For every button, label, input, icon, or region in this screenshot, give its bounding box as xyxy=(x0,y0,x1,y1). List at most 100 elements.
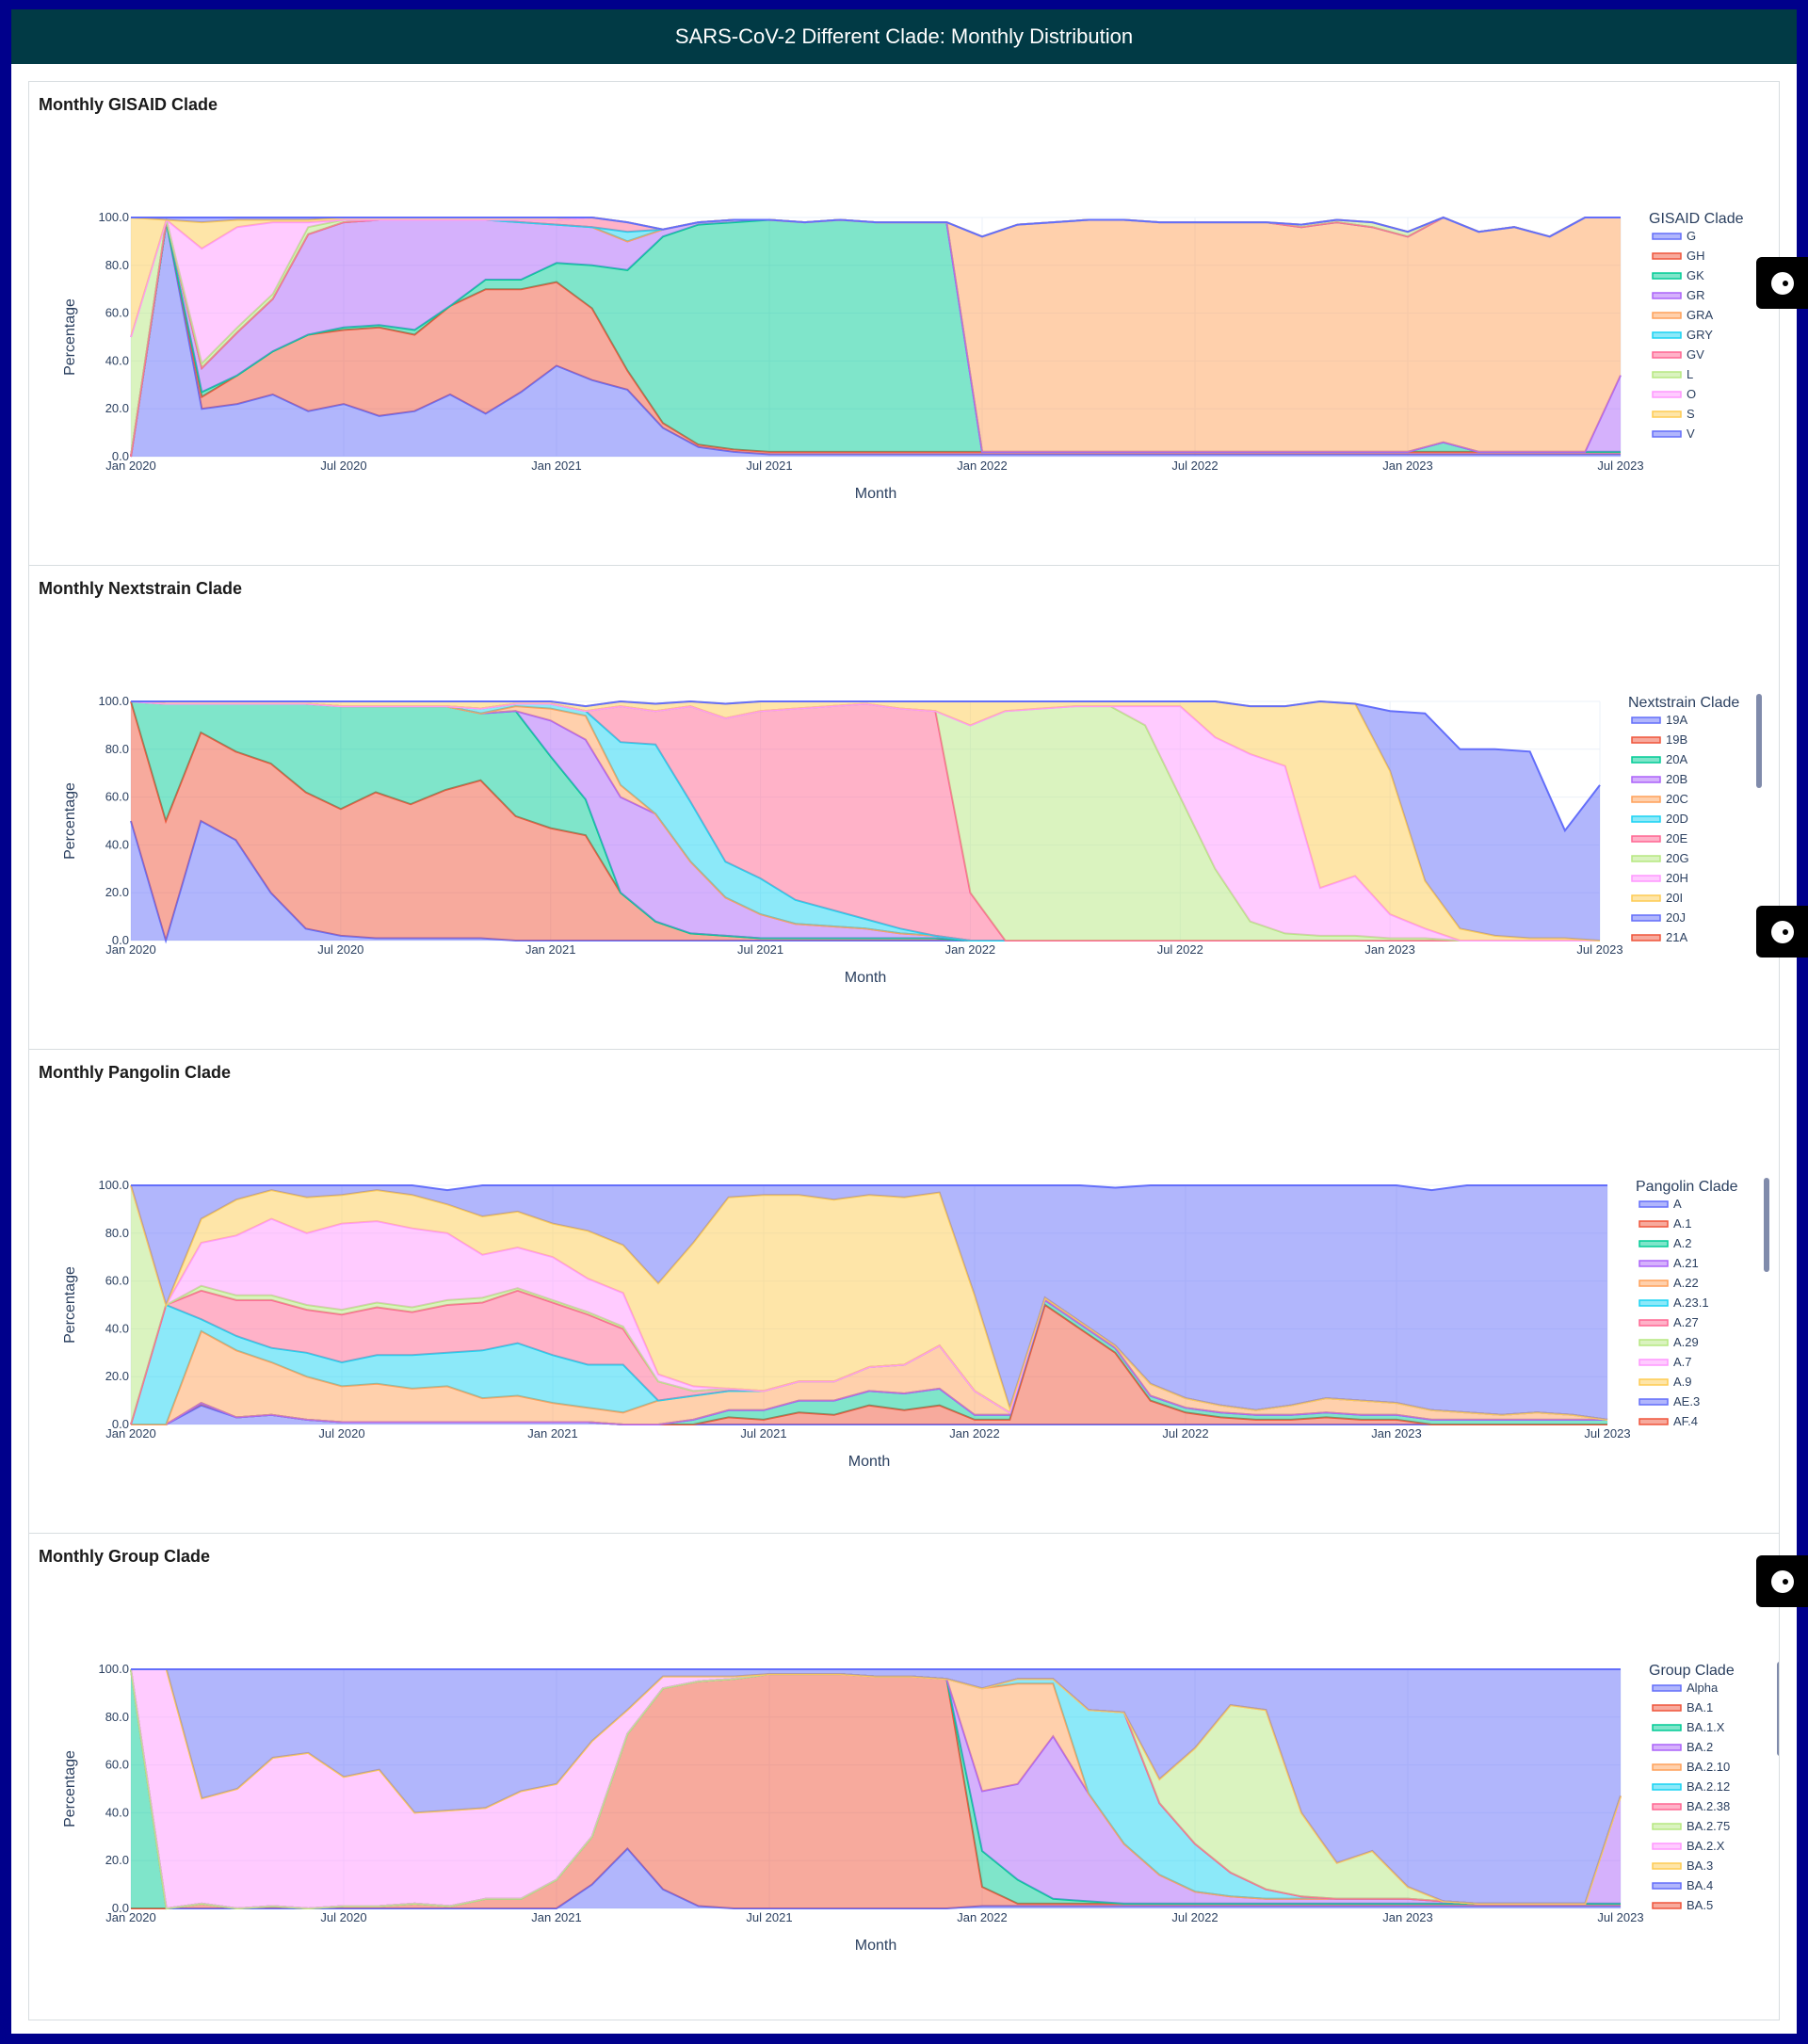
area-series-19A[interactable] xyxy=(131,821,1600,941)
legend-item-label[interactable]: A.7 xyxy=(1673,1355,1692,1369)
legend-swatch[interactable] xyxy=(1652,292,1682,299)
legend-swatch[interactable] xyxy=(1638,1378,1669,1386)
area-series-V[interactable] xyxy=(131,217,1621,237)
legend-item-label[interactable]: BA.2 xyxy=(1687,1740,1713,1754)
legend-swatch[interactable] xyxy=(1638,1319,1669,1327)
area-series-20H[interactable] xyxy=(131,701,1600,941)
legend-swatch[interactable] xyxy=(1631,875,1661,882)
legend-item-label[interactable]: 19B xyxy=(1666,732,1687,747)
area-series-21A[interactable] xyxy=(131,701,1600,941)
area-series-GRA[interactable] xyxy=(131,217,1621,457)
area-series-20C[interactable] xyxy=(131,701,1600,941)
legend-swatch[interactable] xyxy=(1652,1783,1682,1791)
legend-swatch[interactable] xyxy=(1638,1200,1669,1208)
legend-swatch[interactable] xyxy=(1638,1418,1669,1425)
legend-item-label[interactable]: BA.2.10 xyxy=(1687,1760,1730,1774)
legend-swatch[interactable] xyxy=(1638,1359,1669,1366)
legend-item-label[interactable]: A.1 xyxy=(1673,1216,1692,1231)
area-series-20D[interactable] xyxy=(131,701,1600,941)
legend-item-label[interactable]: GRY xyxy=(1687,328,1713,342)
legend-swatch[interactable] xyxy=(1631,776,1661,783)
legend-swatch[interactable] xyxy=(1652,331,1682,339)
legend-item-label[interactable]: A.29 xyxy=(1673,1335,1699,1349)
legend-item-label[interactable]: GRA xyxy=(1687,308,1714,322)
legend-item-label[interactable]: BA.3 xyxy=(1687,1859,1713,1873)
area-series-20A[interactable] xyxy=(131,701,1600,941)
legend-swatch[interactable] xyxy=(1631,815,1661,823)
legend-item-label[interactable]: 20C xyxy=(1666,792,1688,806)
legend-item-label[interactable]: 20J xyxy=(1666,910,1686,925)
feedback-tab-button[interactable] xyxy=(1756,1555,1808,1607)
legend-swatch[interactable] xyxy=(1652,1882,1682,1890)
legend-swatch[interactable] xyxy=(1652,410,1682,418)
legend-item-label[interactable]: BA.2.X xyxy=(1687,1839,1725,1853)
legend-swatch[interactable] xyxy=(1638,1240,1669,1247)
legend-item-label[interactable]: 20A xyxy=(1666,752,1687,766)
legend-item-label[interactable]: G xyxy=(1687,229,1696,243)
legend-swatch[interactable] xyxy=(1631,716,1661,724)
legend-item-label[interactable]: BA.4 xyxy=(1687,1878,1713,1892)
legend-item-label[interactable]: BA.2.12 xyxy=(1687,1779,1730,1794)
legend-swatch[interactable] xyxy=(1652,1843,1682,1850)
legend-swatch[interactable] xyxy=(1652,312,1682,319)
legend-item-label[interactable]: BA.1.X xyxy=(1687,1720,1725,1734)
legend-item-label[interactable]: BA.1 xyxy=(1687,1700,1713,1714)
area-series-AE.3[interactable] xyxy=(131,1185,1607,1420)
legend-item-label[interactable]: S xyxy=(1687,407,1695,421)
area-series-A.22[interactable] xyxy=(131,1297,1607,1424)
legend-item-label[interactable]: A xyxy=(1673,1197,1682,1211)
area-series-GH[interactable] xyxy=(131,222,1621,457)
legend-item-label[interactable]: AF.4 xyxy=(1673,1414,1698,1428)
legend-item-label[interactable]: V xyxy=(1687,427,1695,441)
legend-item-label[interactable]: GK xyxy=(1687,268,1704,282)
legend-swatch[interactable] xyxy=(1638,1299,1669,1307)
legend-swatch[interactable] xyxy=(1652,371,1682,378)
legend-swatch[interactable] xyxy=(1652,1724,1682,1731)
legend-item-label[interactable]: BA.5 xyxy=(1687,1898,1713,1912)
legend-item-label[interactable]: O xyxy=(1687,387,1696,401)
legend-swatch[interactable] xyxy=(1638,1280,1669,1287)
area-series-20B[interactable] xyxy=(131,701,1600,941)
legend-swatch[interactable] xyxy=(1631,835,1661,843)
area-series-A.23.1[interactable] xyxy=(131,1297,1607,1424)
legend-swatch[interactable] xyxy=(1631,756,1661,764)
feedback-tab-button[interactable] xyxy=(1756,257,1808,309)
area-series-G[interactable] xyxy=(131,222,1621,457)
legend-swatch[interactable] xyxy=(1652,252,1682,260)
legend-item-label[interactable]: Alpha xyxy=(1687,1681,1719,1695)
legend-swatch[interactable] xyxy=(1631,796,1661,803)
legend-swatch[interactable] xyxy=(1652,1823,1682,1830)
legend-swatch[interactable] xyxy=(1638,1220,1669,1228)
legend-item-label[interactable]: GV xyxy=(1687,347,1704,362)
area-series-BA.2.75[interactable] xyxy=(131,1669,1621,1908)
legend-swatch[interactable] xyxy=(1652,1803,1682,1811)
legend-item-label[interactable]: GH xyxy=(1687,249,1705,263)
legend-item-label[interactable]: GR xyxy=(1687,288,1705,302)
legend-item-label[interactable]: A.23.1 xyxy=(1673,1296,1709,1310)
area-series-A.2[interactable] xyxy=(131,1299,1607,1424)
legend-item-label[interactable]: 20E xyxy=(1666,831,1687,845)
legend-scrollbar[interactable] xyxy=(1777,1662,1779,1756)
legend-swatch[interactable] xyxy=(1652,1862,1682,1870)
legend-swatch[interactable] xyxy=(1638,1339,1669,1346)
legend-swatch[interactable] xyxy=(1652,351,1682,359)
legend-swatch[interactable] xyxy=(1652,1704,1682,1712)
legend-scrollbar[interactable] xyxy=(1764,1178,1769,1272)
legend-item-label[interactable]: AE.3 xyxy=(1673,1394,1700,1408)
area-series-GR[interactable] xyxy=(131,219,1621,458)
legend-item-label[interactable]: A.22 xyxy=(1673,1276,1699,1290)
legend-item-label[interactable]: A.21 xyxy=(1673,1256,1699,1270)
legend-swatch[interactable] xyxy=(1631,736,1661,744)
legend-item-label[interactable]: 20I xyxy=(1666,891,1683,905)
legend-swatch[interactable] xyxy=(1631,934,1661,942)
feedback-tab-button[interactable] xyxy=(1756,906,1808,958)
legend-swatch[interactable] xyxy=(1652,1744,1682,1751)
area-series-BA.2.X[interactable] xyxy=(131,1669,1621,1908)
legend-item-label[interactable]: 20B xyxy=(1666,772,1687,786)
legend-item-label[interactable]: 21A xyxy=(1666,930,1687,944)
legend-item-label[interactable]: A.27 xyxy=(1673,1315,1699,1329)
area-series-A.7[interactable] xyxy=(131,1185,1607,1420)
legend-swatch[interactable] xyxy=(1631,894,1661,902)
legend-item-label[interactable]: L xyxy=(1687,367,1693,381)
area-series-A.27[interactable] xyxy=(131,1290,1607,1424)
